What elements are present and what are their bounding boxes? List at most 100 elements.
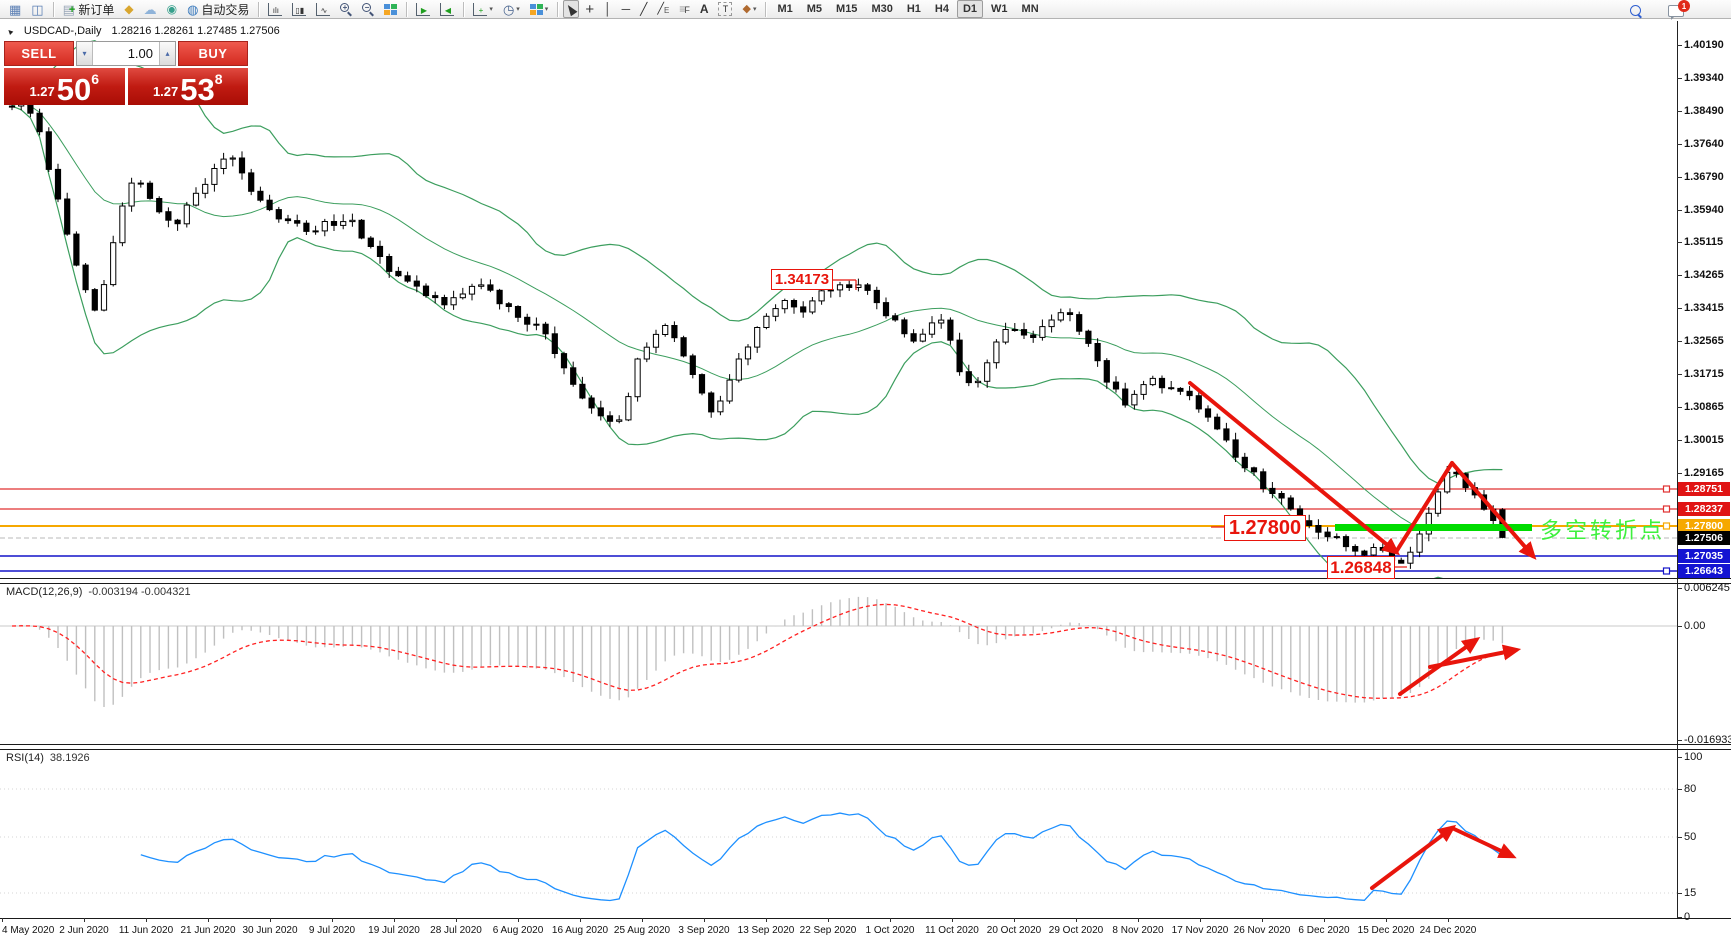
macd-tick [1677, 588, 1682, 589]
rsi-tick-label: 100 [1684, 751, 1703, 763]
time-tick [1262, 918, 1263, 922]
search-button[interactable] [1626, 2, 1646, 20]
buy-button[interactable]: BUY [178, 41, 248, 66]
trendline-tool[interactable]: ╱ [640, 2, 648, 16]
horizontal-line-tool[interactable]: ─ [621, 2, 631, 16]
volume-stepper[interactable]: ▾ 1.00 ▴ [76, 41, 176, 66]
zoom-in-button[interactable]: + [336, 0, 356, 18]
candlestick-plot[interactable] [0, 21, 1731, 578]
new-chart-button[interactable]: ▦ [9, 1, 22, 17]
time-tick [84, 918, 85, 922]
auto-scroll-button[interactable]: ▶ [412, 0, 434, 18]
timeframe-d1[interactable]: D1 [956, 0, 984, 18]
time-tick-label: 6 Aug 2020 [492, 925, 544, 936]
time-tick [394, 918, 395, 922]
volume-value[interactable]: 1.00 [127, 46, 153, 61]
time-tick-label: 13 Sep 2020 [737, 925, 795, 936]
zoom-out-button[interactable]: − [358, 0, 378, 18]
symbol-label: USDCAD-,Daily [23, 25, 102, 37]
bar-chart-button[interactable]: ılı [264, 0, 286, 18]
tile-windows-button[interactable] [380, 0, 401, 18]
candlestick-chart-button[interactable]: ▯▮ [288, 0, 310, 18]
price-tick-label: 1.32565 [1684, 335, 1724, 347]
volume-decrease-button[interactable]: ▾ [77, 42, 93, 65]
macd-plot[interactable] [0, 584, 1731, 744]
price-tag: 1.26643 [1678, 564, 1730, 578]
arrows-tool[interactable]: ◆ ▾ [742, 2, 757, 15]
timeframe-m5[interactable]: M5 [806, 3, 823, 15]
price-tick-label: 1.35940 [1684, 204, 1724, 216]
timeframe-m30[interactable]: M30 [871, 3, 893, 15]
timeframe-m1[interactable]: M1 [777, 3, 793, 15]
time-tick [456, 918, 457, 922]
vertical-line-tool[interactable]: │ [604, 2, 612, 16]
price-tick-label: 1.34265 [1684, 269, 1724, 281]
price-annotation-box: 1.34173 [771, 269, 833, 290]
pane-splitter[interactable] [0, 578, 1731, 584]
time-tick-label: 24 Dec 2020 [1419, 925, 1477, 936]
crosshair-tool[interactable]: + [585, 0, 595, 18]
macd-label: MACD(12,26,9) -0.003194 -0.004321 [6, 586, 191, 598]
channel-tool[interactable]: ╱ E [657, 2, 670, 15]
price-annotation-box: 1.26848 [1327, 556, 1395, 579]
price-tick-label: 1.31715 [1684, 368, 1724, 380]
time-tick-label: 28 Jul 2020 [430, 925, 482, 936]
time-tick-label: 3 Sep 2020 [678, 925, 730, 936]
fibonacci-tool[interactable]: ≡ F [679, 2, 690, 16]
timeframe-h1[interactable]: H1 [906, 3, 921, 15]
price-tick [1677, 473, 1682, 474]
signals-icon[interactable]: ◉ [166, 2, 178, 16]
price-tick [1677, 407, 1682, 408]
line-chart-button[interactable]: ∿ [312, 0, 334, 18]
time-tick-label: 17 Nov 2020 [1171, 925, 1229, 936]
volume-increase-button[interactable]: ▴ [159, 42, 175, 65]
rsi-tick [1677, 893, 1682, 894]
price-tag: 1.27800 [1678, 519, 1730, 533]
time-tick-label: 2 Jun 2020 [59, 925, 109, 936]
sell-price-display: 1.27 50 6 [4, 68, 125, 105]
rsi-plot[interactable] [0, 750, 1731, 918]
macd-tick-label: 0.00 [1684, 620, 1706, 632]
profiles-button[interactable]: ◫ [31, 1, 44, 17]
collapse-triangle-icon[interactable]: ▲ [3, 25, 16, 37]
time-tick [580, 918, 581, 922]
metaeditor-icon[interactable]: ◆ [124, 2, 134, 16]
timeframe-m15[interactable]: M15 [836, 3, 858, 15]
macd-tick-label: -0.016933 [1684, 734, 1731, 746]
templates-button[interactable]: ▾ [526, 0, 553, 18]
periods-button[interactable]: ◷ ▾ [502, 1, 520, 17]
chart-shift-button[interactable]: ◀ [436, 0, 458, 18]
timeframe-w1[interactable]: W1 [991, 3, 1008, 15]
price-tick-label: 1.40190 [1684, 39, 1724, 51]
sell-button[interactable]: SELL [4, 41, 74, 66]
time-tick [2, 918, 3, 922]
indicators-button[interactable]: + ▾ [469, 0, 497, 18]
price-tick [1677, 440, 1682, 441]
time-tick [332, 918, 333, 922]
one-click-trading-panel: SELL ▾ 1.00 ▴ BUY 1.27 50 6 1.27 53 8 [4, 41, 248, 105]
time-tick [828, 918, 829, 922]
autotrading-button[interactable]: ◍ 自动交易 [187, 1, 250, 17]
time-tick [642, 918, 643, 922]
text-tool[interactable]: A [699, 2, 709, 16]
price-tick-label: 1.33415 [1684, 302, 1724, 314]
cursor-tool[interactable] [563, 0, 580, 18]
timeframe-mn[interactable]: MN [1021, 3, 1039, 15]
rsi-tick [1677, 789, 1682, 790]
time-tick-label: 11 Jun 2020 [118, 925, 174, 936]
macd-tick [1677, 740, 1682, 741]
publish-icon[interactable]: ☁ [143, 1, 157, 17]
time-tick [704, 918, 705, 922]
time-tick [146, 918, 147, 922]
new-order-button[interactable]: ▤ + 新订单 [62, 1, 115, 17]
price-tick-label: 1.38490 [1684, 105, 1724, 117]
notifications-button[interactable]: 1 [1664, 0, 1690, 20]
price-tick [1677, 210, 1682, 211]
price-tick-label: 1.30865 [1684, 401, 1724, 413]
price-tag: 1.27035 [1678, 549, 1730, 563]
label-tool[interactable]: T [714, 0, 736, 18]
pane-splitter[interactable] [0, 744, 1731, 750]
timeframe-h4[interactable]: H4 [934, 3, 949, 15]
time-tick-label: 22 Sep 2020 [799, 925, 857, 936]
